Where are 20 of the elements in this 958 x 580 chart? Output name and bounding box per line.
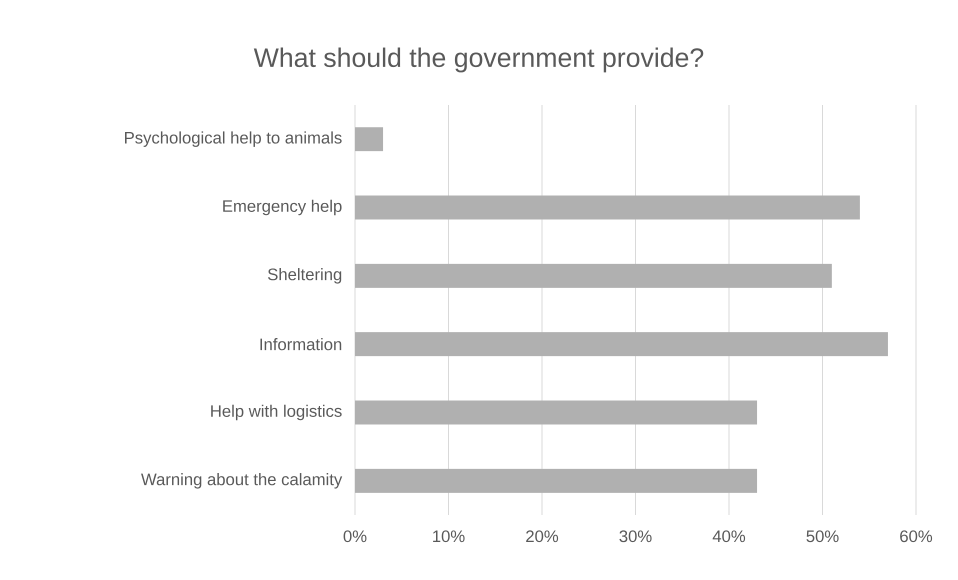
y-tick-label: Help with logistics — [211, 404, 342, 420]
x-tick-label: 60% — [900, 530, 932, 542]
x-tick-label: 40% — [712, 530, 746, 542]
bar — [355, 332, 888, 356]
x-tick-label: 30% — [619, 530, 652, 542]
x-tick-label: 50% — [806, 530, 839, 542]
y-tick-label: Information — [260, 338, 342, 350]
bar — [355, 264, 832, 288]
x-tick-label: 0% — [344, 530, 366, 542]
y-tick-label: Emergency help — [223, 200, 342, 216]
bar — [355, 400, 758, 424]
chart-title: What should the government provide? — [254, 48, 704, 72]
bar — [355, 468, 758, 493]
bar — [355, 195, 860, 220]
x-tick-label: 20% — [526, 530, 558, 542]
y-tick-label: Psychological help to animals — [125, 131, 342, 147]
y-tick-label: Sheltering — [268, 268, 342, 284]
x-tick-label: 10% — [433, 530, 465, 542]
bar — [355, 127, 384, 152]
y-tick-label: Warning about the calamity — [141, 473, 342, 489]
